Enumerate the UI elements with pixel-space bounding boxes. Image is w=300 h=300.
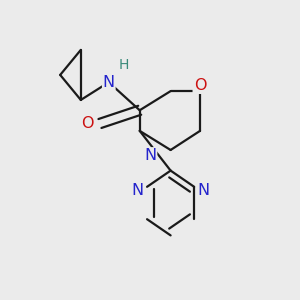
Text: O: O <box>81 116 94 131</box>
Text: N: N <box>103 75 115 90</box>
Text: N: N <box>144 148 156 164</box>
Text: H: H <box>118 58 129 72</box>
Text: N: N <box>197 183 210 198</box>
Text: O: O <box>194 78 206 93</box>
Text: N: N <box>132 183 144 198</box>
